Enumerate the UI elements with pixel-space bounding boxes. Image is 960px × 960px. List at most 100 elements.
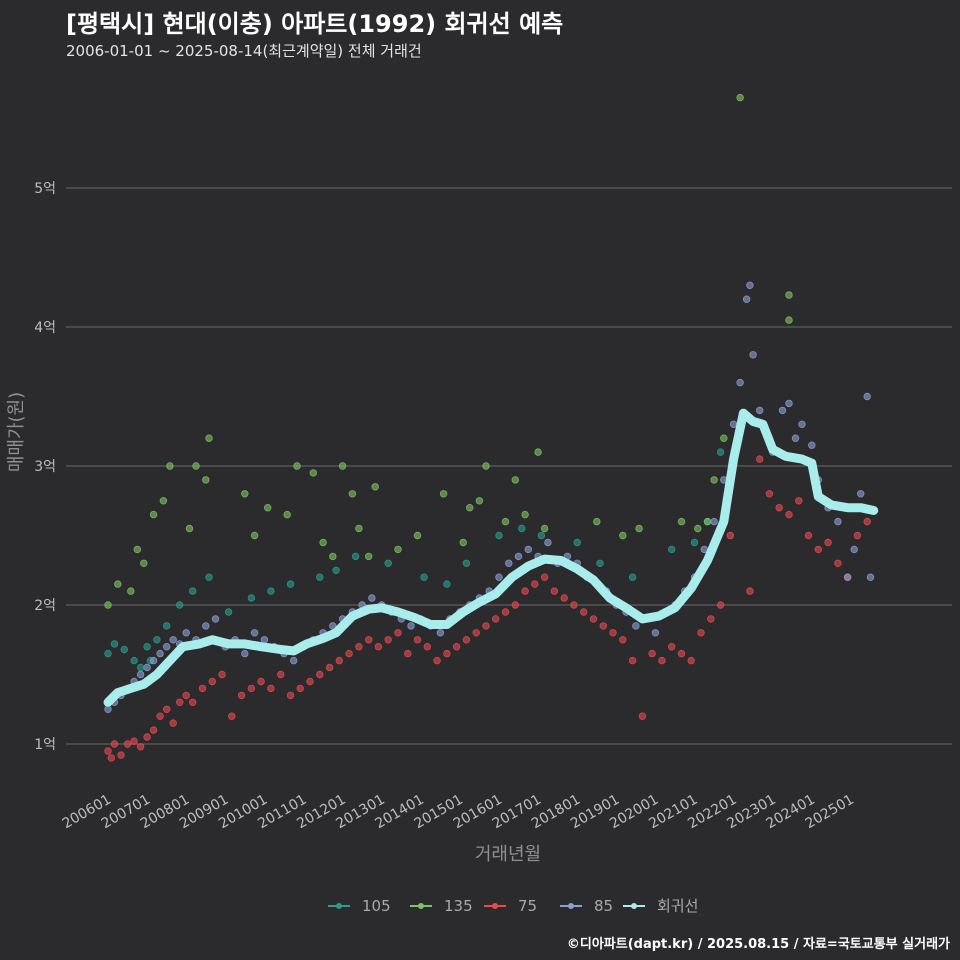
scatter-point-75 — [316, 670, 324, 679]
scatter-point-75 — [325, 663, 334, 672]
legend: 105 135 75 85 회귀선 — [328, 897, 698, 915]
scatter-point-85 — [749, 351, 757, 359]
scatter-point-105 — [596, 559, 604, 567]
y-tick-label: 2억 — [34, 598, 56, 614]
scatter-point-105 — [495, 531, 503, 540]
scatter-point-75 — [765, 490, 774, 498]
scatter-point-135 — [264, 504, 272, 512]
scatter-point-135 — [720, 434, 728, 442]
scatter-point-75 — [707, 615, 715, 623]
scatter-point-135 — [241, 490, 249, 498]
footer-credit: ©디아파트(dapt.kr) / 2025.08.15 / 자료=국토교통부 실… — [566, 937, 950, 952]
scatter-point-75 — [136, 743, 145, 751]
y-tick-label: 4억 — [34, 320, 56, 336]
legend-swatch-dot — [336, 903, 342, 909]
scatter-point-75 — [501, 608, 510, 616]
scatter-point-85 — [729, 420, 738, 428]
scatter-point-75 — [863, 517, 871, 526]
scatter-point-85 — [169, 636, 177, 644]
legend-label: 135 — [444, 897, 473, 915]
legend-label: 85 — [594, 897, 613, 915]
scatter-point-75 — [423, 643, 431, 651]
scatter-point-105 — [351, 552, 360, 561]
legend-item-회귀선: 회귀선 — [623, 897, 698, 915]
scatter-point-75 — [247, 684, 256, 693]
scatter-point-135 — [309, 469, 317, 477]
scatter-point-85 — [746, 281, 754, 289]
scatter-point-105 — [690, 538, 699, 547]
scatter-point-135 — [475, 497, 484, 505]
scatter-point-105 — [104, 649, 112, 658]
scatter-point-75 — [169, 719, 177, 727]
scatter-point-105 — [120, 645, 128, 654]
legend-item-135: 135 — [410, 897, 473, 915]
scatter-point-75 — [198, 684, 207, 693]
regression-line — [103, 408, 879, 707]
scatter-point-75 — [570, 601, 578, 609]
scatter-point-105 — [443, 580, 451, 588]
scatter-point-135 — [482, 462, 490, 470]
scatter-point-75 — [492, 615, 500, 623]
scatter-point-135 — [459, 538, 467, 547]
y-tick-label: 1억 — [34, 737, 56, 753]
scatter-point-75 — [472, 629, 480, 637]
x-axis-ticks: 2006012007012008012009012010012011012012… — [60, 792, 857, 833]
x-axis-title: 거래년월 — [475, 844, 541, 865]
scatter-point-75 — [580, 608, 588, 616]
scatter-point-85 — [756, 406, 764, 415]
scatter-point-105 — [668, 545, 676, 554]
scatter-point-75 — [443, 649, 451, 658]
scatter-point-105 — [716, 448, 725, 456]
scatter-point-75 — [687, 656, 695, 665]
scatter-point-135 — [140, 559, 148, 567]
legend-label: 75 — [518, 897, 537, 915]
scatter-point-135 — [534, 448, 542, 456]
scatter-point-85 — [143, 663, 151, 672]
scatter-point-75 — [296, 684, 304, 693]
scatter-point-105 — [384, 559, 392, 567]
scatter-point-75 — [482, 622, 490, 630]
scatter-point-135 — [371, 483, 379, 491]
scatter-point-105 — [162, 622, 171, 630]
scatter-point-85 — [850, 545, 858, 554]
scatter-point-135 — [635, 524, 643, 533]
y-tick-label: 3억 — [34, 459, 56, 475]
scatter-point-75 — [188, 698, 197, 706]
scatter-point-85 — [808, 441, 816, 449]
scatter-point-75 — [228, 712, 236, 720]
scatter-point-75 — [726, 531, 734, 540]
scatter-point-105 — [110, 640, 119, 648]
scatter-point-75 — [550, 587, 559, 595]
scatter-point-75 — [834, 559, 842, 567]
scatter-point-85 — [632, 622, 640, 630]
scatter-point-85 — [211, 615, 220, 623]
scatter-point-135 — [540, 524, 549, 533]
scatter-point-75 — [609, 629, 617, 637]
scatter-point-85 — [162, 643, 171, 651]
scatter-point-75 — [785, 510, 793, 519]
legend-swatch-dot — [418, 903, 424, 909]
scatter-point-75 — [306, 677, 314, 686]
scatter-point-75 — [117, 751, 125, 759]
scatter-point-75 — [658, 656, 666, 665]
scatter-point-105 — [247, 594, 256, 602]
scatter-point-85 — [241, 649, 249, 658]
scatter-point-105 — [267, 587, 275, 595]
chart-subtitle: 2006-01-01 ~ 2025-08-14(최근계약일) 전체 거래건 — [66, 42, 422, 60]
scatter-point-105 — [420, 573, 428, 581]
scatter-point-85 — [524, 545, 532, 554]
scatter-point-135 — [619, 531, 627, 540]
scatter-point-135 — [736, 93, 744, 102]
y-axis-ticks: 1억 2억 3억 4억 5억 — [34, 181, 56, 753]
scatter-point-75 — [648, 649, 656, 658]
scatter-point-75 — [277, 670, 285, 679]
scatter-points — [104, 93, 875, 762]
regression-line-layer — [103, 408, 879, 707]
scatter-point-135 — [185, 524, 194, 533]
scatter-point-85 — [843, 573, 852, 581]
scatter-point-75 — [511, 601, 519, 609]
scatter-point-75 — [175, 698, 184, 706]
scatter-point-75 — [110, 740, 119, 748]
scatter-point-105 — [286, 580, 295, 588]
scatter-point-75 — [775, 504, 783, 512]
